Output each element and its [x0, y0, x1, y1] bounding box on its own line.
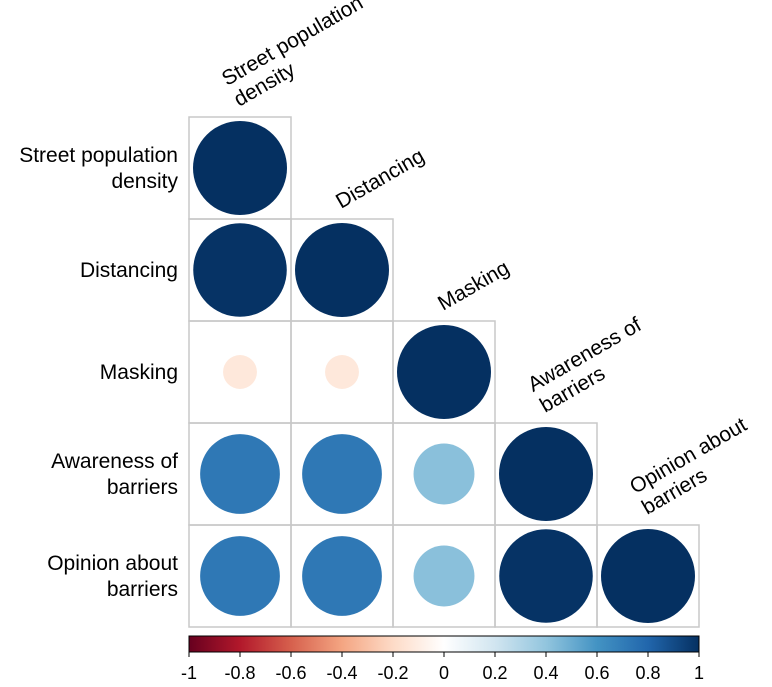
- correlation-circle: [200, 536, 280, 616]
- correlation-circle: [325, 355, 359, 389]
- correlation-circle: [200, 434, 280, 514]
- colorbar-tick-label: -0.4: [326, 663, 357, 683]
- colorbar-ticks: -1 -0.8 -0.6 -0.4 -0.2 0 0.2 0.4 0.6 0.8 1: [181, 652, 704, 683]
- correlation-circle: [601, 529, 695, 623]
- row-label-line: Distancing: [80, 259, 178, 282]
- correlation-circle: [193, 121, 287, 215]
- row-label: Opinion about barriers: [47, 552, 178, 601]
- matrix-cell: [596, 524, 700, 628]
- row-label: Street population density: [19, 144, 178, 193]
- correlation-circle: [302, 434, 382, 514]
- correlation-circle: [193, 223, 287, 317]
- colorbar-tick-label: -1: [181, 663, 197, 683]
- colorbar-tick-label: 0.2: [482, 663, 507, 683]
- row-label: Masking: [100, 361, 178, 384]
- correlation-circle: [295, 223, 389, 317]
- colorbar-tick-label: 0.6: [584, 663, 609, 683]
- column-label-line: Distancing: [332, 144, 428, 213]
- correlation-circle: [397, 325, 491, 419]
- correlation-circle: [499, 529, 593, 623]
- row-label: Distancing: [80, 259, 178, 282]
- column-label: Masking: [434, 256, 513, 315]
- matrix-cells: [188, 116, 700, 628]
- colorbar-tick-label: -0.6: [275, 663, 306, 683]
- row-label-line: Street population: [19, 144, 178, 167]
- row-label-line: density: [111, 170, 178, 193]
- colorbar-gradient: [188, 635, 700, 653]
- row-label-line: barriers: [107, 476, 178, 499]
- colorbar-tick-label: -0.8: [224, 663, 255, 683]
- colorbar-tick-label: -0.2: [377, 663, 408, 683]
- colorbar-tick-label: 1: [694, 663, 704, 683]
- colorbar-tick-label: 0.4: [533, 663, 558, 683]
- column-label: Distancing: [332, 144, 428, 213]
- column-label-line: Masking: [434, 256, 513, 315]
- correlation-circle: [413, 545, 475, 607]
- colorbar: -1 -0.8 -0.6 -0.4 -0.2 0 0.2 0.4 0.6 0.8 1: [181, 635, 704, 683]
- correlation-circle: [499, 427, 593, 521]
- correlation-circle: [302, 536, 382, 616]
- correlation-circle: [223, 355, 257, 389]
- row-label-line: barriers: [107, 578, 178, 601]
- colorbar-tick-label: 0.8: [635, 663, 660, 683]
- row-labels: Street population density Distancing Maskin…: [19, 144, 178, 601]
- colorbar-tick-label: 0: [439, 663, 449, 683]
- correlation-circle: [413, 443, 475, 505]
- row-label-line: Masking: [100, 361, 178, 384]
- row-label-line: Opinion about: [47, 552, 178, 575]
- row-label: Awareness of barriers: [51, 450, 178, 499]
- row-label-line: Awareness of: [51, 450, 178, 473]
